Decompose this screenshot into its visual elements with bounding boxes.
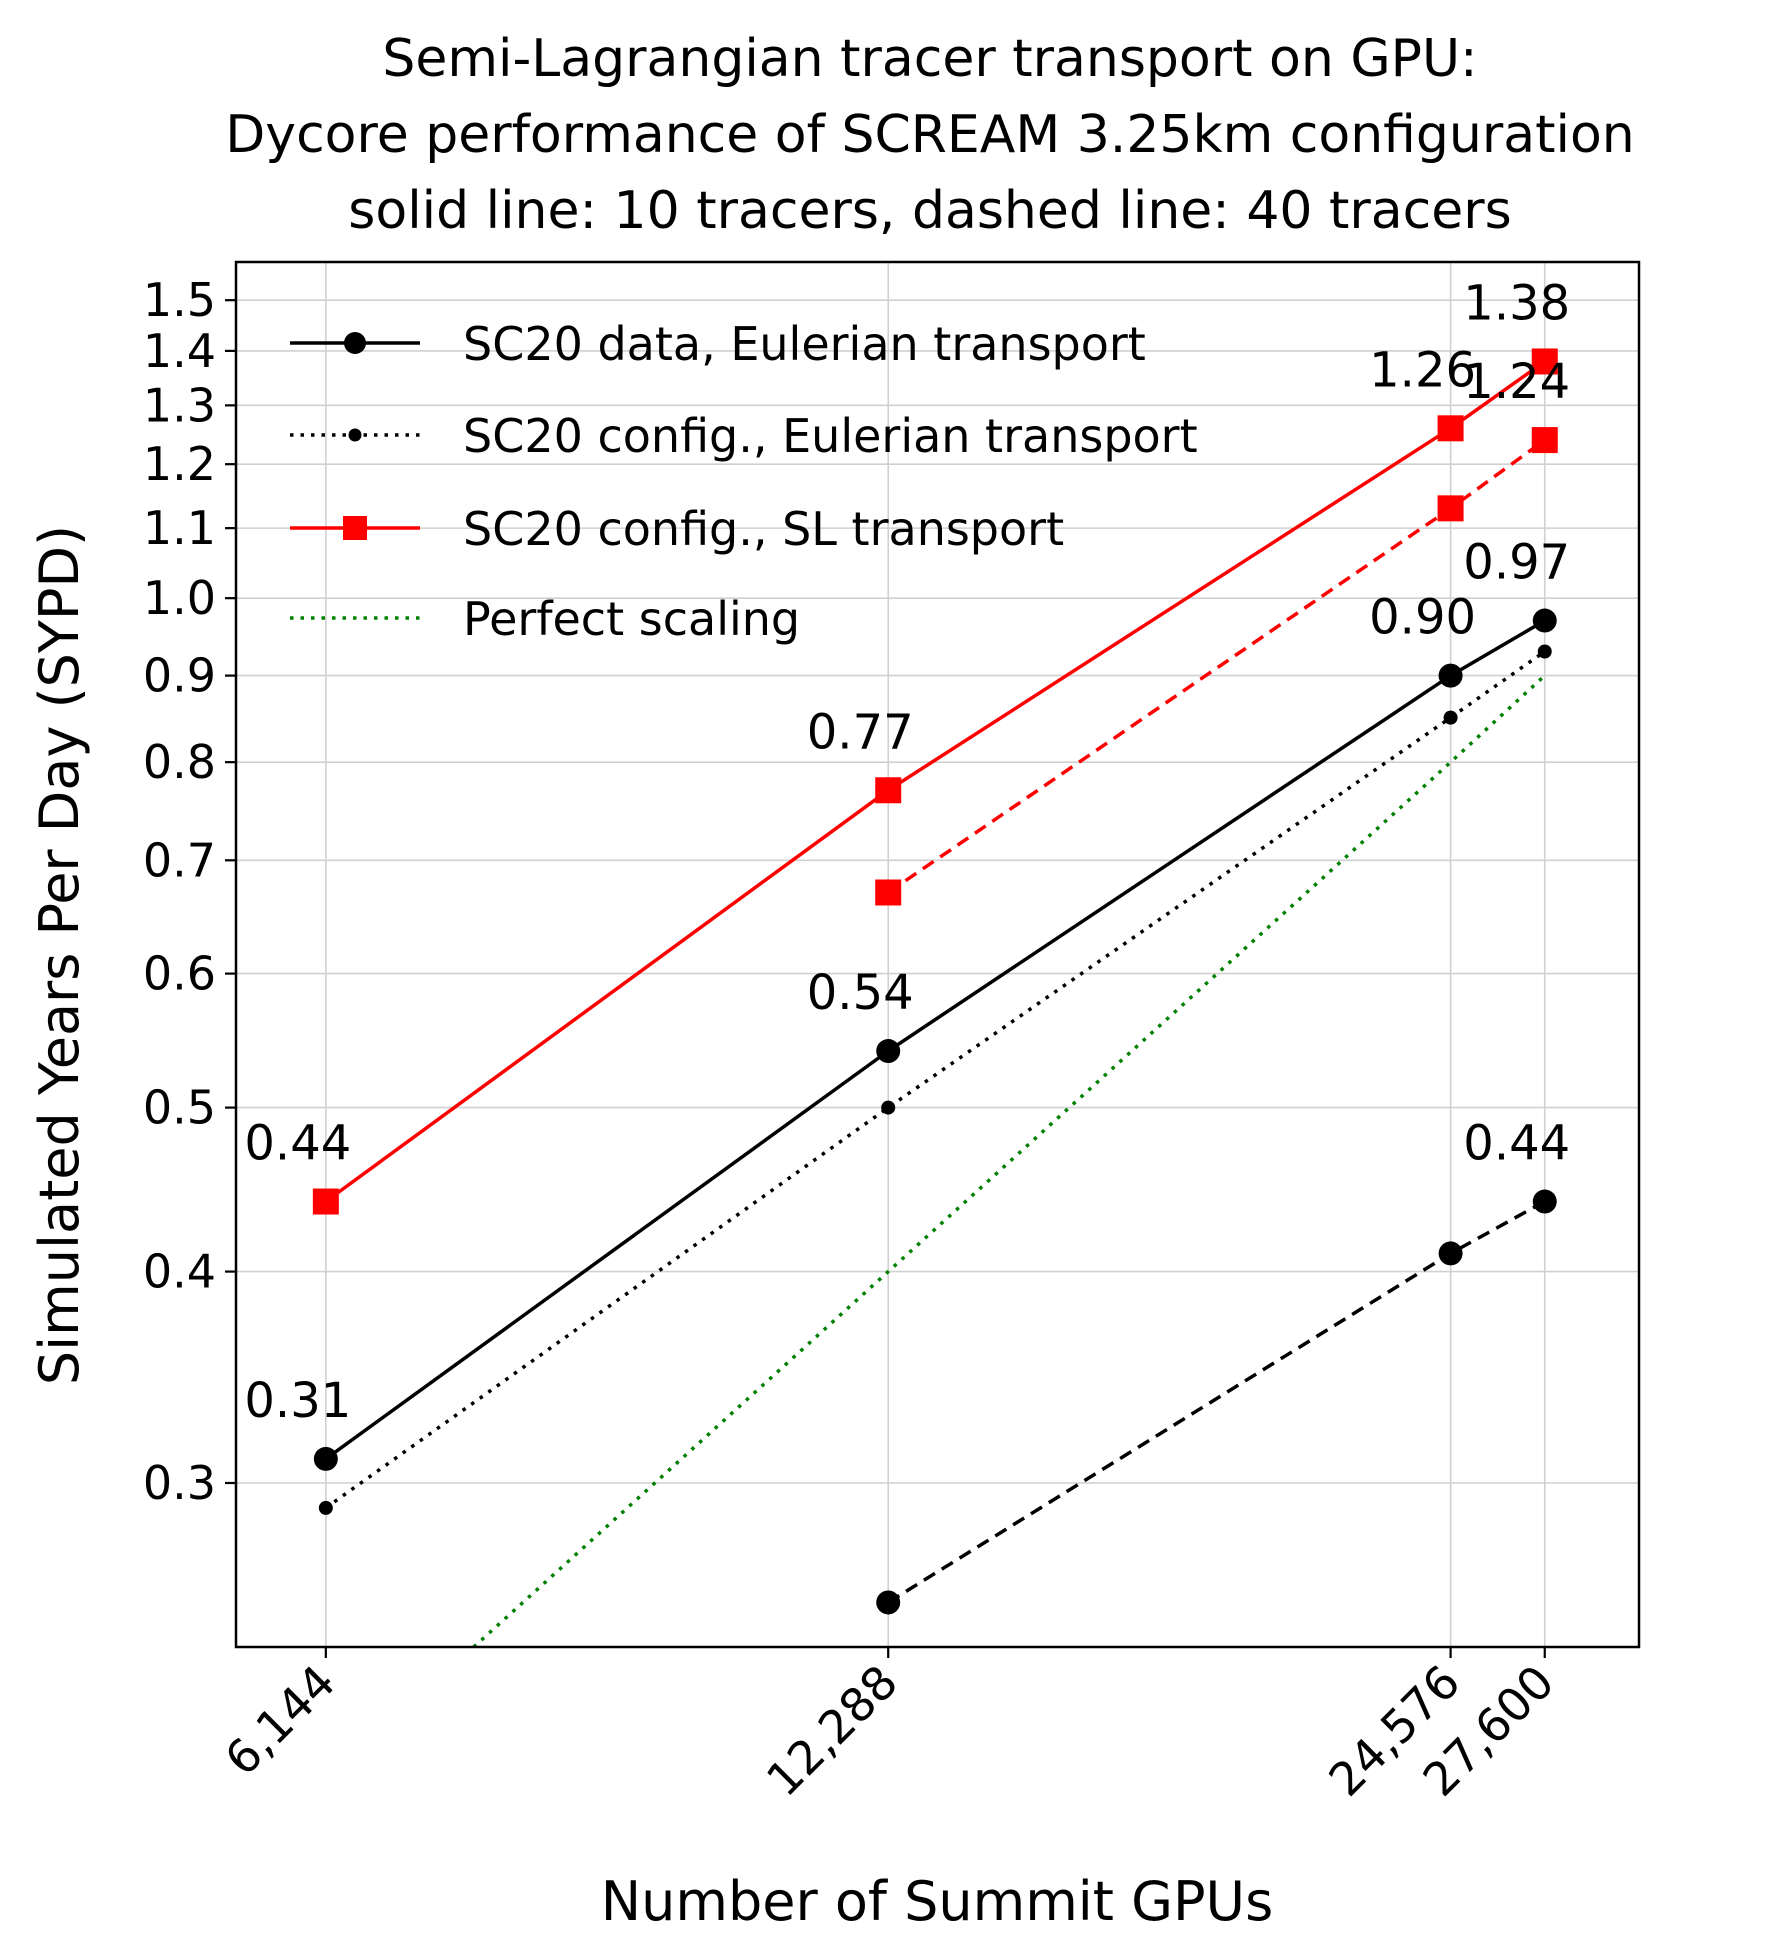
y-tick-label: 1.1 bbox=[143, 501, 216, 555]
legend-label-4: Perfect scaling bbox=[463, 592, 800, 646]
data-point-circle bbox=[1438, 1241, 1463, 1266]
data-point-circle bbox=[1532, 1189, 1557, 1214]
data-point-circle bbox=[876, 1039, 901, 1064]
plot-frame bbox=[234, 260, 1641, 1649]
series-line-3 bbox=[324, 360, 1546, 1203]
series-line-2 bbox=[324, 650, 1546, 1510]
title-line-3: solid line: 10 tracers, dashed line: 40 … bbox=[348, 181, 1511, 241]
series-layer bbox=[312, 348, 1558, 1647]
data-point-small-circle bbox=[318, 1500, 333, 1515]
data-label: 0.54 bbox=[807, 965, 914, 1021]
y-tick-label: 0.8 bbox=[143, 735, 216, 789]
data-point-square bbox=[1437, 415, 1464, 442]
legend-item-sc20-config-eulerian: SC20 config., Eulerian transport bbox=[290, 409, 1198, 463]
title-line-2: Dycore performance of SCREAM 3.25km conf… bbox=[225, 105, 1634, 165]
data-label: 0.44 bbox=[244, 1116, 351, 1172]
data-label: 1.38 bbox=[1463, 275, 1570, 331]
y-tick-label: 0.6 bbox=[143, 947, 216, 1001]
data-label: 0.44 bbox=[1463, 1116, 1570, 1172]
y-tick-label: 1.5 bbox=[143, 273, 216, 327]
data-label: 0.90 bbox=[1369, 590, 1476, 646]
data-point-square bbox=[875, 879, 902, 906]
data-label: 1.24 bbox=[1463, 354, 1570, 410]
data-point-small-circle bbox=[1443, 710, 1458, 725]
data-point-circle bbox=[313, 1446, 338, 1471]
data-point-square bbox=[1531, 427, 1558, 454]
legend-square-marker bbox=[343, 516, 367, 540]
chart-title: Semi-Lagrangian tracer transport on GPU:… bbox=[225, 29, 1634, 241]
legend-label-2: SC20 config., Eulerian transport bbox=[463, 409, 1198, 463]
x-axis-label: Number of Summit GPUs bbox=[601, 1870, 1273, 1933]
data-point-square bbox=[1531, 348, 1558, 375]
data-label: 0.77 bbox=[807, 704, 914, 760]
data-point-square bbox=[1437, 495, 1464, 522]
legend-label-3: SC20 config., SL transport bbox=[463, 502, 1064, 556]
legend-circle-marker bbox=[344, 332, 366, 354]
y-tick-label: 0.9 bbox=[143, 649, 216, 703]
y-tick-label: 0.5 bbox=[143, 1081, 216, 1135]
legend-label-1: SC20 data, Eulerian transport bbox=[463, 317, 1146, 371]
legend-small-circle-marker bbox=[348, 428, 362, 442]
data-point-small-circle bbox=[1537, 644, 1552, 659]
title-line-1: Semi-Lagrangian tracer transport on GPU: bbox=[382, 29, 1477, 89]
y-tick-label: 0.4 bbox=[143, 1245, 216, 1299]
series-line-5 bbox=[471, 674, 1546, 1647]
y-tick-label: 1.2 bbox=[143, 437, 216, 491]
legend-item-sc20-data: SC20 data, Eulerian transport bbox=[290, 317, 1146, 371]
y-tick-label: 1.0 bbox=[143, 571, 216, 625]
y-axis-label: Simulated Years Per Day (SYPD) bbox=[28, 525, 91, 1385]
data-label: 0.31 bbox=[244, 1373, 351, 1429]
data-point-circle bbox=[1532, 608, 1557, 633]
x-tick-label: 12,288 bbox=[756, 1655, 908, 1807]
series-line-0 bbox=[324, 619, 1546, 1461]
data-point-square bbox=[875, 777, 902, 804]
data-label: 0.97 bbox=[1463, 535, 1570, 591]
y-axis-ticks: 0.3 0.4 0.5 0.6 0.7 0.8 0.9 1.0 1.1 1.21.31.41.5 bbox=[143, 273, 236, 1510]
data-point-small-circle bbox=[881, 1100, 896, 1115]
data-point-square bbox=[312, 1188, 339, 1215]
legend-item-sc20-config-sl: SC20 config., SL transport bbox=[290, 502, 1064, 556]
x-tick-label: 6,144 bbox=[214, 1655, 345, 1786]
y-tick-label: 0.3 bbox=[143, 1456, 216, 1510]
data-labels: 0.44 0.31 0.77 0.54 1.26 0.90 1.38 1.24 0.97 0.44 bbox=[244, 275, 1570, 1428]
data-point-circle bbox=[876, 1590, 901, 1615]
data-label: 1.26 bbox=[1369, 342, 1476, 398]
legend-item-perfect-scaling: Perfect scaling bbox=[290, 592, 800, 646]
y-tick-label: 1.3 bbox=[143, 378, 216, 432]
y-tick-label: 1.4 bbox=[143, 324, 216, 378]
y-tick-label: 0.7 bbox=[143, 833, 216, 887]
grid bbox=[236, 262, 1639, 1647]
legend: SC20 data, Eulerian transport SC20 confi… bbox=[290, 317, 1198, 646]
data-point-circle bbox=[1438, 663, 1463, 688]
